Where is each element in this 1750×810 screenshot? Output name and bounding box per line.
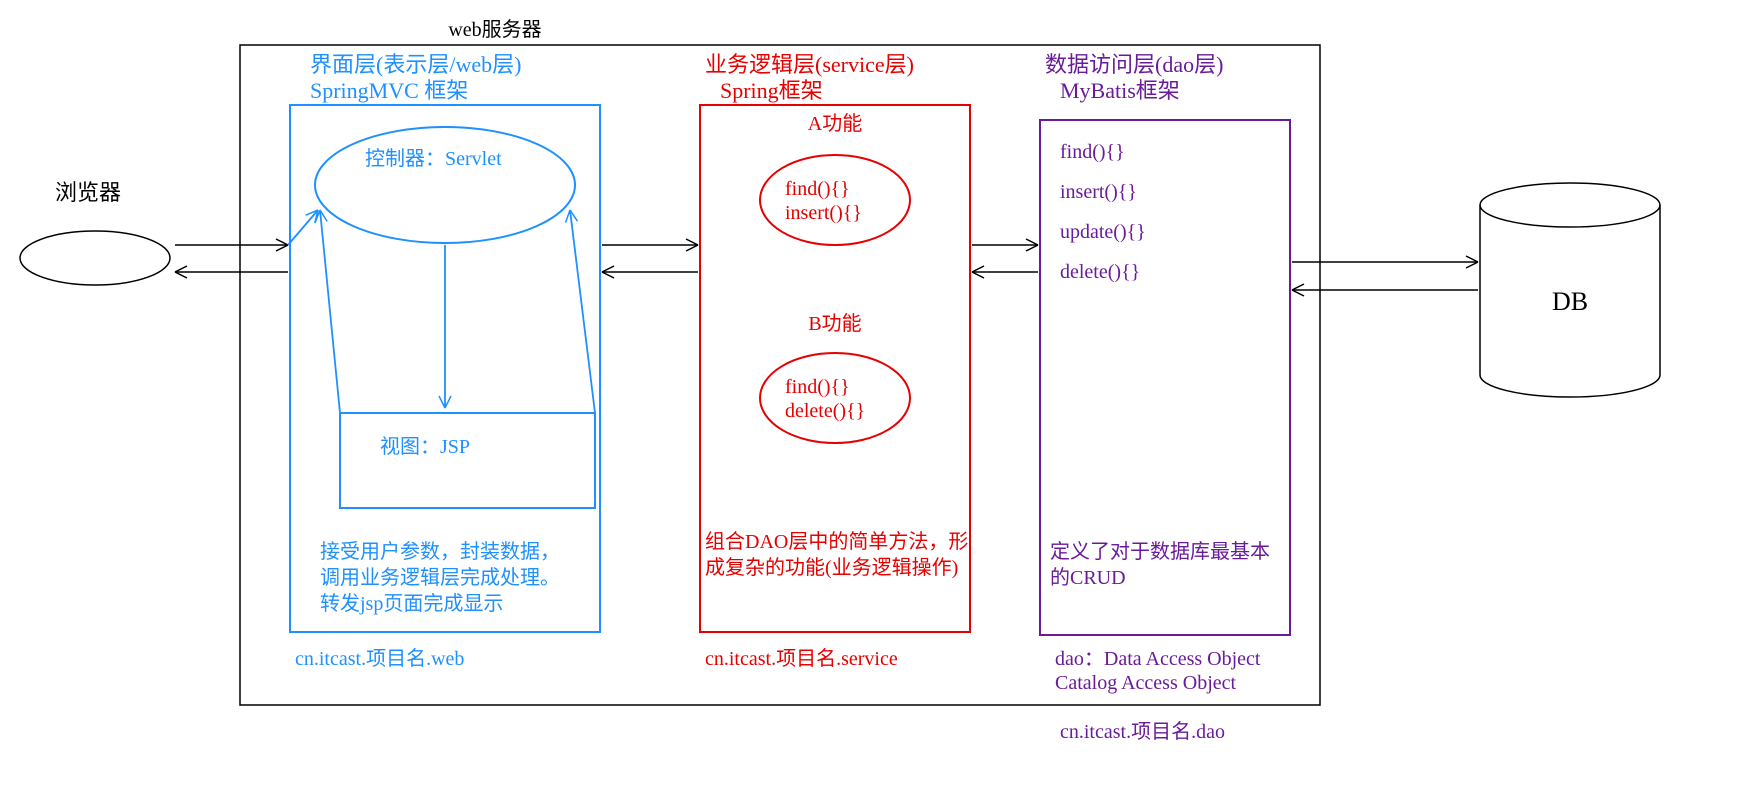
svg-text:find(){}: find(){}	[1060, 141, 1125, 163]
svg-text:update(){}: update(){}	[1060, 221, 1146, 243]
func-a-label: A功能	[808, 112, 862, 135]
func-a-ellipse	[760, 155, 910, 245]
func-b-label: B功能	[808, 312, 861, 335]
svg-text:成复杂的功能(业务逻辑操作): 成复杂的功能(业务逻辑操作)	[705, 556, 958, 579]
svg-text:的CRUD: 的CRUD	[1050, 566, 1126, 589]
service-layer-subtitle: Spring框架	[720, 78, 823, 103]
svg-text:转发jsp页面完成显示: 转发jsp页面完成显示	[320, 592, 503, 615]
controller-ellipse	[315, 127, 575, 243]
svg-text:delete(){}: delete(){}	[1060, 261, 1140, 283]
func-b-ellipse	[760, 353, 910, 443]
svg-text:insert(){}: insert(){}	[785, 202, 862, 224]
dao-package: cn.itcast.项目名.dao	[1060, 720, 1225, 743]
svg-text:调用业务逻辑层完成处理。: 调用业务逻辑层完成处理。	[320, 566, 560, 589]
db-label: DB	[1552, 287, 1588, 316]
service-layer-title: 业务逻辑层(service层)	[705, 52, 914, 77]
architecture-diagram: web服务器浏览器 DB 界面层(表示层/web层)SpringMVC 框架控制器：…	[0, 0, 1750, 810]
server-label: web服务器	[448, 18, 541, 41]
svg-text:delete(){}: delete(){}	[785, 400, 865, 422]
view-box	[340, 413, 595, 508]
svg-text:find(){}: find(){}	[785, 178, 850, 200]
browser-ellipse	[20, 231, 170, 285]
web-layer-subtitle: SpringMVC 框架	[310, 78, 468, 103]
dao-layer-subtitle: MyBatis框架	[1060, 78, 1180, 103]
svg-text:dao：Data Access Object: dao：Data Access Object	[1055, 648, 1261, 670]
svg-text:接受用户参数，封装数据，: 接受用户参数，封装数据，	[320, 540, 560, 563]
view-label: 视图：JSP	[380, 435, 470, 458]
svg-text:Catalog Access Object: Catalog Access Object	[1055, 672, 1236, 694]
web-package: cn.itcast.项目名.web	[295, 647, 464, 670]
dao-layer-title: 数据访问层(dao层)	[1045, 52, 1223, 77]
svg-text:定义了对于数据库最基本: 定义了对于数据库最基本	[1050, 540, 1270, 563]
web-layer-title: 界面层(表示层/web层)	[310, 52, 521, 77]
browser-label: 浏览器	[55, 180, 121, 205]
service-package: cn.itcast.项目名.service	[705, 647, 898, 670]
svg-text:组合DAO层中的简单方法，形: 组合DAO层中的简单方法，形	[705, 530, 968, 553]
svg-text:insert(){}: insert(){}	[1060, 181, 1137, 203]
svg-text:find(){}: find(){}	[785, 376, 850, 398]
controller-label: 控制器：Servlet	[365, 147, 502, 170]
